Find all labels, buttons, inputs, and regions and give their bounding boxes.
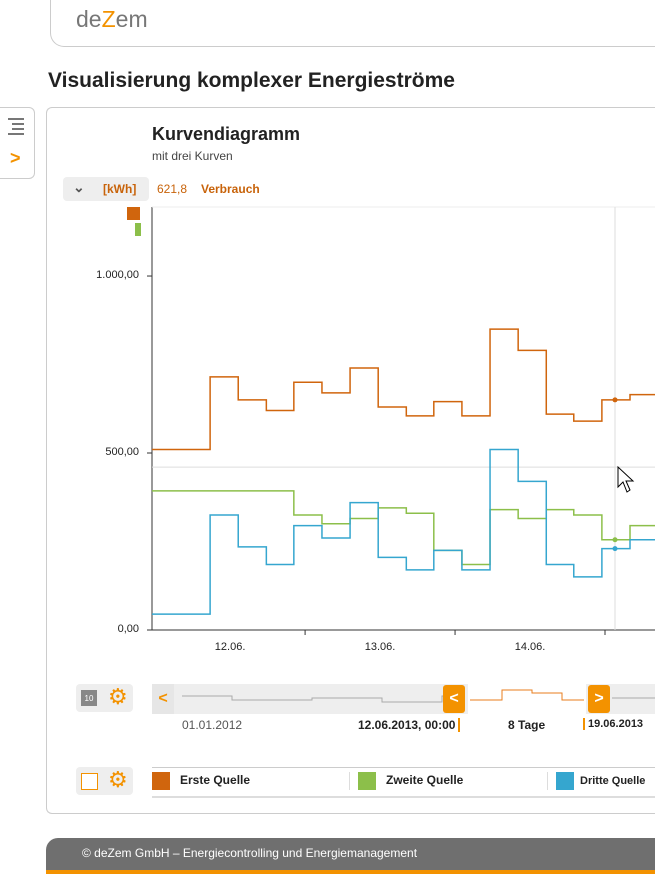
legend-item[interactable]: Dritte Quelle [547,772,645,790]
series-marker-orange [127,207,140,220]
range-right-handle[interactable]: > [588,685,610,713]
chart-title: Kurvendiagramm [152,124,301,144]
unit-dropdown[interactable]: ⌄ [kWh] [63,177,149,201]
series-marker-green [135,223,141,236]
cursor-point [612,397,618,403]
bar-chart-icon[interactable] [81,773,98,790]
legend-swatch [556,772,574,790]
legend-swatch [152,772,170,790]
range-to: 19.06.2013 [583,718,643,730]
range-from: 12.06.2013, 00:00 [358,718,461,732]
time-navigator[interactable]: < < > [152,684,655,714]
y-tick-label: 0,00 [117,623,139,635]
date-settings-group: 10 ⚙ [76,684,133,712]
y-tick-label: 1.000,00 [96,269,139,282]
x-tick-label: 14.06. [514,641,546,653]
chevron-right-icon: > [10,148,21,168]
footer: © deZem GmbH – Energiecontrolling und En… [46,838,655,874]
readout-value: 621,8 [157,182,188,196]
chart-subtitle: mit drei Kurven [152,149,233,163]
series-line-erste-quelle [152,328,655,451]
y-tick-label: 500,00 [105,446,139,458]
page-title: Visualisierung komplexer Energieströme [48,69,455,92]
cursor-point [612,546,618,552]
cursor-point [612,537,618,543]
mouse-cursor-icon [617,465,635,493]
header-bar [50,0,655,47]
legend: Erste Quelle Zweite Quelle Dritte Quelle [152,767,655,798]
series-line-zweite-quelle [152,490,655,566]
x-tick-label: 12.06. [214,641,246,653]
legend-item[interactable]: Zweite Quelle [349,772,463,790]
gear-icon[interactable]: ⚙ [108,767,128,792]
range-length: 8 Tage [508,718,546,732]
chevron-down-icon: ⌄ [73,179,85,195]
gear-icon[interactable]: ⚙ [108,684,128,709]
nav-left-button[interactable]: < [152,684,174,714]
side-toggle[interactable]: > [0,107,35,179]
list-icon [8,118,24,135]
x-tick-label: 13.06. [364,641,396,653]
nav-start-date: 01.01.2012 [182,718,243,732]
legend-swatch [358,772,376,790]
range-left-handle[interactable]: < [443,685,465,713]
series-line-dritte-quelle [152,448,655,615]
chart-panel [46,107,655,814]
legend-item[interactable]: Erste Quelle [152,772,250,790]
logo[interactable]: deZem [76,6,148,32]
navigator-sparkline [182,684,655,714]
calendar-icon[interactable]: 10 [81,690,97,706]
chart-settings-group: ⚙ [76,767,133,795]
readout-label: Verbrauch [201,182,260,196]
